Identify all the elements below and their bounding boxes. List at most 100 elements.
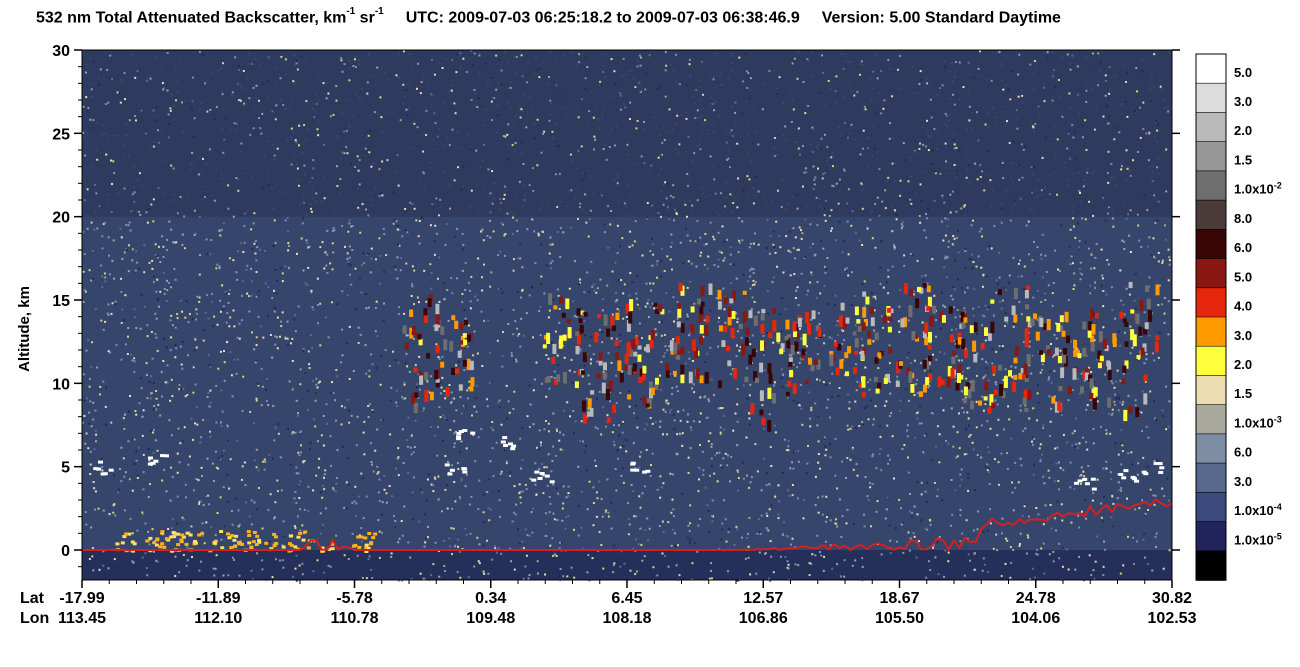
- noise-speckle: [142, 409, 145, 412]
- noise-speckle: [291, 337, 294, 340]
- noise-speckle: [954, 259, 957, 262]
- noise-speckle: [464, 485, 467, 488]
- noise-speckle: [566, 205, 569, 208]
- noise-speckle: [424, 541, 427, 544]
- noise-speckle: [861, 63, 864, 66]
- noise-speckle: [855, 389, 858, 392]
- noise-speckle: [255, 448, 258, 451]
- noise-speckle: [302, 269, 305, 272]
- noise-speckle: [915, 556, 918, 559]
- noise-speckle: [394, 526, 397, 529]
- noise-speckle: [178, 571, 181, 574]
- noise-speckle: [312, 167, 315, 170]
- noise-speckle: [615, 299, 618, 301]
- noise-speckle: [312, 418, 315, 421]
- noise-speckle: [818, 322, 821, 325]
- noise-speckle: [278, 190, 281, 193]
- noise-speckle: [531, 286, 533, 289]
- noise-speckle: [1134, 110, 1136, 113]
- noise-speckle: [287, 230, 290, 233]
- noise-speckle: [153, 114, 156, 117]
- noise-speckle: [737, 330, 740, 333]
- noise-speckle: [669, 409, 672, 412]
- noise-speckle: [107, 236, 110, 239]
- noise-speckle: [90, 95, 93, 98]
- noise-speckle: [483, 572, 486, 575]
- noise-speckle: [1069, 228, 1072, 231]
- noise-speckle: [317, 440, 319, 443]
- noise-speckle: [986, 529, 989, 532]
- noise-speckle: [585, 444, 587, 447]
- noise-speckle: [113, 172, 116, 175]
- noise-speckle: [94, 490, 97, 493]
- noise-speckle: [675, 452, 678, 455]
- noise-speckle: [834, 90, 837, 93]
- noise-speckle: [464, 262, 467, 264]
- noise-speckle: [721, 528, 724, 531]
- noise-speckle: [239, 242, 242, 245]
- noise-speckle: [191, 152, 194, 154]
- noise-speckle: [841, 515, 844, 518]
- noise-speckle: [183, 426, 186, 429]
- noise-speckle: [867, 381, 870, 384]
- noise-speckle: [528, 574, 531, 577]
- noise-speckle: [93, 448, 96, 451]
- noise-speckle: [736, 403, 739, 406]
- noise-speckle: [816, 534, 819, 537]
- noise-speckle: [218, 265, 221, 268]
- noise-speckle: [848, 401, 851, 404]
- noise-speckle: [326, 422, 328, 425]
- noise-speckle: [834, 522, 837, 525]
- noise-speckle: [164, 160, 167, 163]
- noise-speckle: [319, 380, 321, 383]
- noise-speckle: [365, 293, 368, 295]
- noise-speckle: [237, 358, 240, 361]
- noise-speckle: [468, 387, 471, 389]
- noise-speckle: [689, 280, 692, 283]
- noise-speckle: [952, 425, 955, 428]
- noise-speckle: [227, 301, 230, 304]
- noise-speckle: [969, 258, 972, 260]
- noise-speckle: [660, 361, 663, 363]
- noise-speckle: [894, 162, 897, 164]
- noise-speckle: [299, 508, 301, 511]
- noise-speckle: [511, 520, 514, 523]
- noise-speckle: [497, 103, 500, 106]
- noise-speckle: [413, 303, 415, 306]
- noise-speckle: [1004, 124, 1007, 127]
- noise-speckle: [872, 126, 875, 129]
- noise-speckle: [791, 196, 794, 199]
- noise-speckle: [1157, 172, 1160, 175]
- noise-speckle: [823, 285, 826, 287]
- noise-speckle: [92, 277, 95, 280]
- noise-speckle: [1126, 497, 1128, 500]
- noise-speckle: [181, 233, 184, 236]
- noise-speckle: [657, 156, 660, 159]
- noise-speckle: [879, 435, 882, 438]
- noise-speckle: [535, 493, 538, 496]
- noise-speckle: [106, 201, 109, 204]
- noise-speckle: [687, 184, 689, 187]
- noise-speckle: [486, 398, 489, 401]
- noise-speckle: [131, 259, 134, 262]
- noise-speckle: [879, 266, 882, 269]
- noise-speckle: [85, 397, 88, 400]
- noise-speckle: [1100, 502, 1103, 505]
- noise-speckle: [988, 451, 991, 454]
- noise-speckle: [457, 538, 460, 541]
- noise-speckle: [456, 227, 459, 230]
- noise-speckle: [625, 212, 628, 215]
- noise-speckle: [867, 418, 870, 421]
- noise-speckle: [141, 434, 144, 437]
- noise-speckle: [742, 189, 745, 192]
- noise-speckle: [343, 63, 346, 66]
- noise-speckle: [261, 559, 264, 562]
- noise-speckle: [332, 227, 335, 230]
- noise-speckle: [264, 460, 267, 463]
- noise-speckle: [1125, 287, 1128, 290]
- noise-speckle: [860, 337, 863, 340]
- noise-speckle: [201, 198, 204, 201]
- noise-speckle: [91, 165, 94, 168]
- noise-speckle: [720, 192, 723, 195]
- noise-speckle: [751, 284, 754, 287]
